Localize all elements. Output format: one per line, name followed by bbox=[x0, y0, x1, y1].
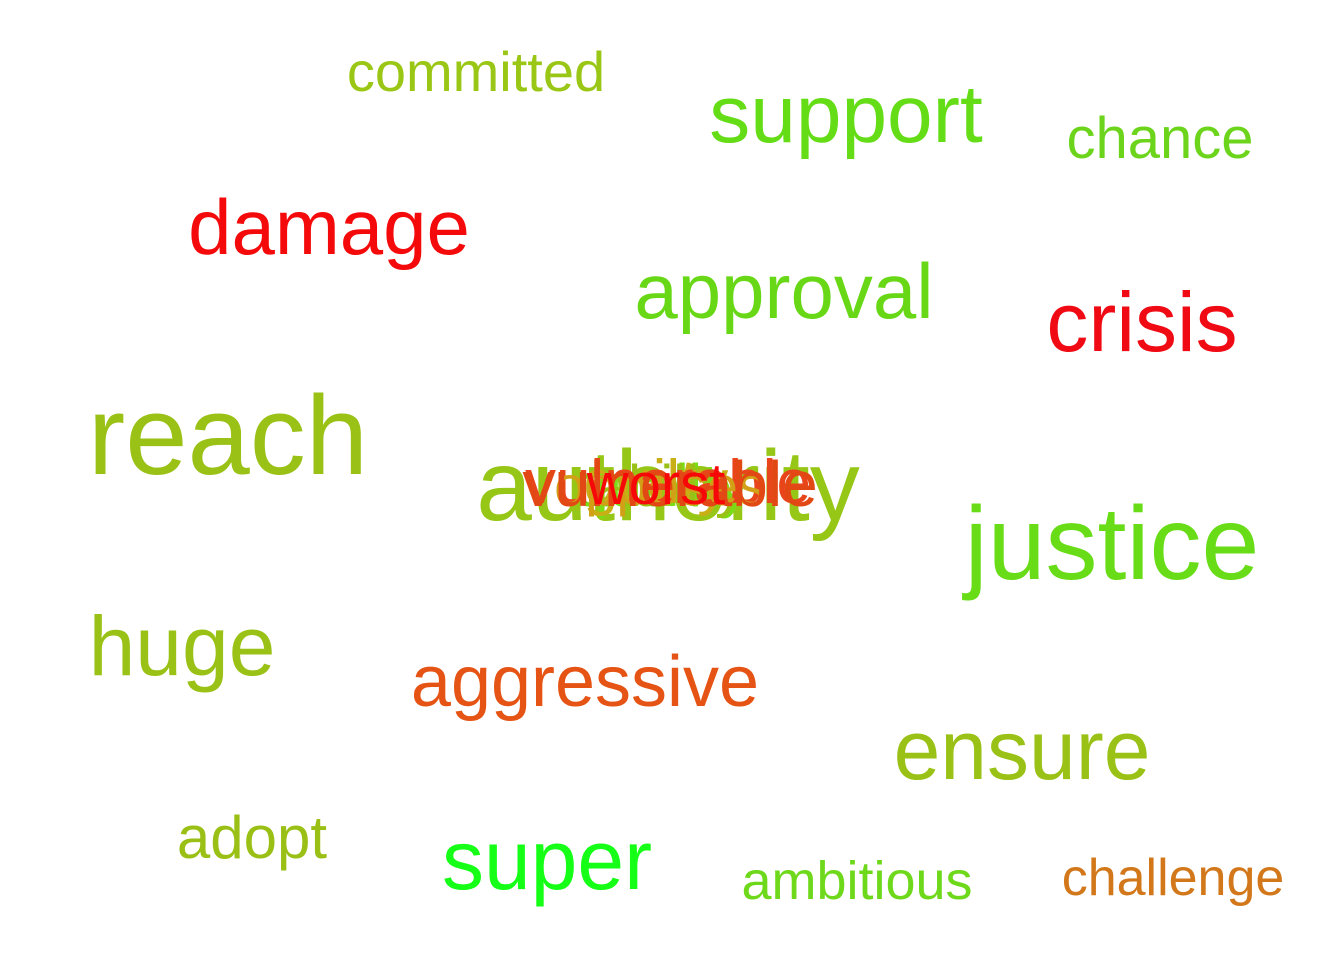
word-damage: damage bbox=[188, 183, 470, 271]
word-cluster-3: guilty bbox=[583, 448, 729, 517]
word-cluster-4: ability bbox=[595, 454, 745, 519]
word-crisis: crisis bbox=[1046, 275, 1238, 369]
word-chance: chance bbox=[1066, 106, 1254, 171]
word-cluster-6: opposes bbox=[554, 454, 766, 517]
word-support: support bbox=[709, 69, 983, 160]
word-ambitious: ambitious bbox=[741, 851, 973, 911]
word-super: super bbox=[441, 813, 653, 907]
word-cluster-2: quality bbox=[575, 452, 749, 519]
word-cluster-1: authority bbox=[476, 430, 860, 542]
word-cluster-8: worst bbox=[586, 452, 726, 517]
word-cluster-7: vulnerable bbox=[522, 448, 818, 520]
word-challenge: challenge bbox=[1061, 849, 1285, 907]
word-reach: reach bbox=[87, 373, 369, 498]
word-committed: committed bbox=[346, 40, 606, 103]
word-justice: justice bbox=[964, 486, 1260, 602]
word-adopt: adopt bbox=[176, 804, 328, 871]
word-ensure: ensure bbox=[893, 703, 1151, 797]
word-approval: approval bbox=[634, 247, 934, 335]
word-huge: huge bbox=[88, 599, 276, 693]
word-cluster-5: vulnerable bbox=[524, 448, 812, 517]
word-aggressive: aggressive bbox=[410, 642, 760, 722]
